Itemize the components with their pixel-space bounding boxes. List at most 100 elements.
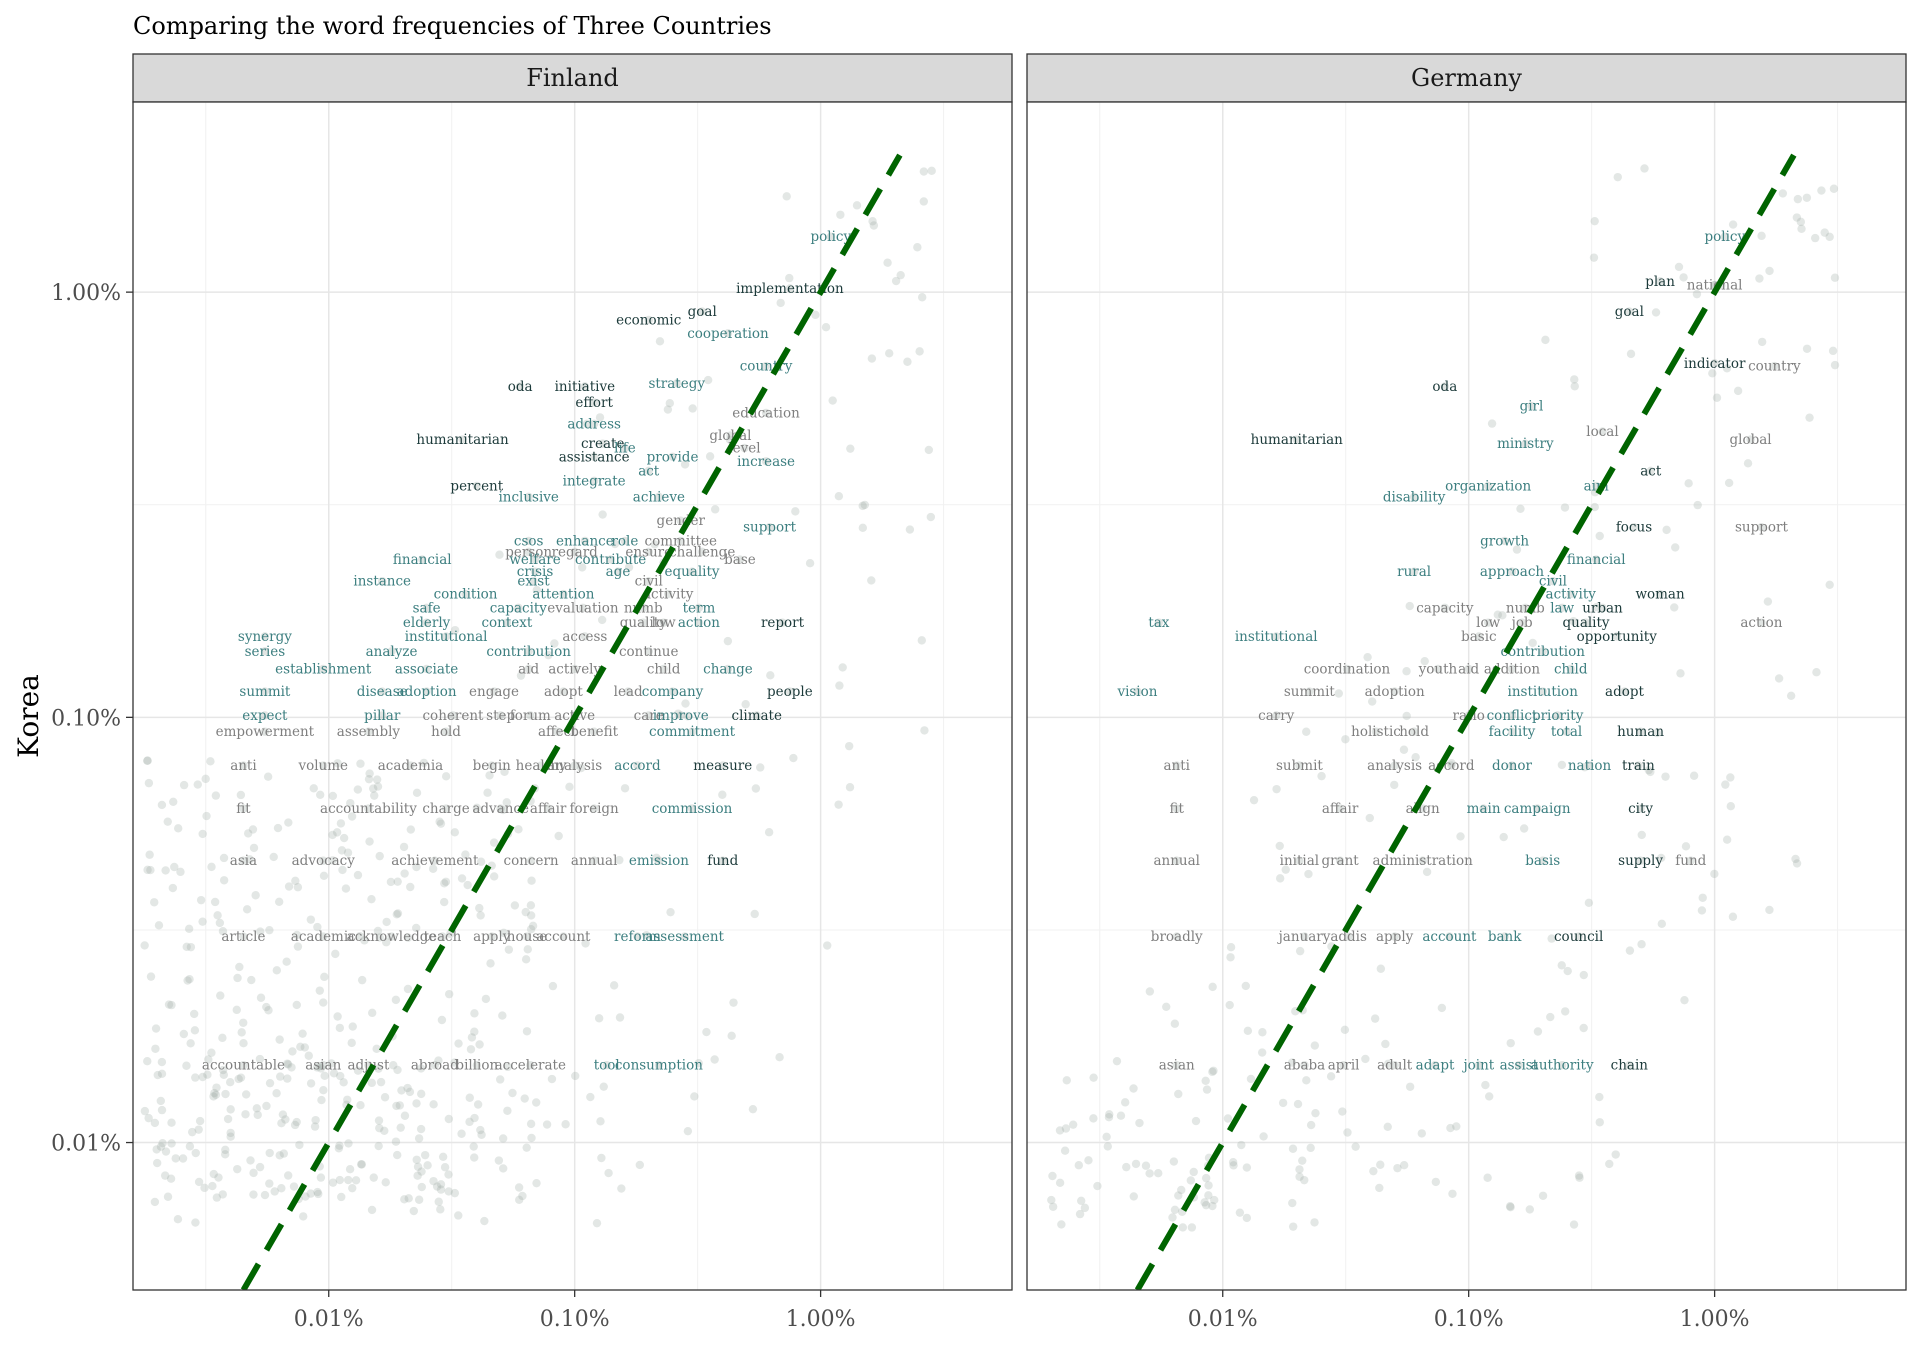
word-point xyxy=(515,382,525,391)
scatter-point xyxy=(208,1181,217,1191)
scatter-point xyxy=(219,1070,229,1080)
word-label: academic xyxy=(291,929,356,945)
scatter-point xyxy=(262,1101,271,1111)
word-point xyxy=(387,647,396,656)
word-point xyxy=(761,457,771,466)
word-point xyxy=(668,452,677,461)
scatter-point xyxy=(179,780,189,790)
word-label: tax xyxy=(1148,615,1169,631)
scatter-point xyxy=(852,201,862,210)
scatter-point xyxy=(1102,1132,1111,1141)
word-point xyxy=(580,632,590,641)
scatter-point xyxy=(498,1134,508,1143)
word-label: evaluation xyxy=(547,600,619,616)
scatter-point xyxy=(1242,1213,1252,1223)
word-label: healthy xyxy=(516,758,567,774)
word-label: act xyxy=(1640,463,1662,479)
scatter-point xyxy=(905,525,915,534)
scatter-point xyxy=(926,512,936,522)
word-label: account xyxy=(536,929,591,945)
scatter-point xyxy=(171,1154,180,1163)
scatter-point xyxy=(1684,479,1693,488)
word-point xyxy=(1566,664,1575,674)
scatter-point xyxy=(339,833,349,843)
word-label: adapt xyxy=(1416,1058,1455,1074)
scatter-point xyxy=(514,1183,524,1192)
scatter-point xyxy=(1721,780,1730,789)
scatter-point xyxy=(185,1142,195,1151)
scatter-point xyxy=(503,1106,512,1115)
scatter-point xyxy=(440,897,449,907)
scatter-point xyxy=(210,897,220,907)
word-label: summit xyxy=(1284,684,1336,700)
word-point xyxy=(364,804,373,813)
scatter-point xyxy=(1757,337,1767,347)
scatter-point xyxy=(1563,966,1572,976)
word-label: achievement xyxy=(391,853,479,869)
scatter-point xyxy=(389,1061,398,1070)
scatter-point xyxy=(167,1000,176,1010)
scatter-point xyxy=(690,1092,699,1101)
word-label: goal xyxy=(688,304,717,320)
word-label: local xyxy=(1586,424,1618,440)
scatter-point xyxy=(367,894,376,904)
scatter-point xyxy=(1376,1160,1385,1169)
scatter-point xyxy=(869,221,879,230)
scatter-point xyxy=(206,757,215,766)
scatter-point xyxy=(241,1090,251,1099)
word-point xyxy=(1557,603,1567,612)
scatter-point xyxy=(526,1119,536,1129)
word-label: train xyxy=(1622,758,1655,774)
scatter-point xyxy=(586,1092,595,1102)
word-point xyxy=(1447,761,1456,770)
word-label: commitment xyxy=(649,724,736,740)
scatter-point xyxy=(1080,1203,1090,1213)
scatter-point xyxy=(1506,1038,1515,1048)
scatter-point xyxy=(1590,216,1599,226)
scatter-point xyxy=(526,901,536,910)
word-label: supply xyxy=(1618,853,1663,869)
scatter-point xyxy=(1311,1108,1320,1118)
scatter-point xyxy=(391,1137,401,1146)
word-label: article xyxy=(221,929,265,945)
scatter-point xyxy=(221,1089,230,1099)
word-point xyxy=(319,664,328,674)
scatter-point xyxy=(436,819,446,828)
word-point xyxy=(1646,466,1655,476)
grid-lines xyxy=(1027,102,1906,1290)
scatter-point xyxy=(495,1075,505,1084)
scatter-point xyxy=(1652,728,1662,738)
scatter-point xyxy=(1661,772,1670,781)
scatter-point xyxy=(215,918,225,928)
word-point xyxy=(1409,567,1419,576)
word-label: institutional xyxy=(1235,629,1318,645)
word-label: accountability xyxy=(320,801,417,817)
word-label: emission xyxy=(629,853,689,869)
word-point xyxy=(1418,804,1427,813)
word-point xyxy=(239,932,248,941)
scatter-point xyxy=(440,1163,450,1172)
scatter-point xyxy=(380,1093,390,1102)
word-label: civil xyxy=(1539,574,1567,590)
scatter-point xyxy=(1693,500,1702,510)
scatter-point xyxy=(1525,1205,1534,1214)
word-point xyxy=(644,315,653,325)
word-point xyxy=(526,856,536,865)
word-point xyxy=(1521,439,1530,448)
scatter-point xyxy=(1538,1191,1548,1200)
scatter-point xyxy=(185,974,194,984)
word-point xyxy=(461,589,470,599)
scatter-point xyxy=(489,838,499,847)
scatter-point xyxy=(331,949,340,959)
scatter-point xyxy=(604,1168,613,1178)
scatter-point xyxy=(444,1114,454,1124)
scatter-point xyxy=(347,1038,356,1048)
scatter-point xyxy=(1288,1198,1297,1208)
scatter-point xyxy=(500,767,509,776)
scatter-point xyxy=(277,1184,286,1193)
scatter-point xyxy=(310,1122,320,1131)
scatter-point xyxy=(1170,1205,1180,1215)
scatter-point xyxy=(218,926,228,936)
scatter-point xyxy=(1186,1176,1196,1185)
word-label: house xyxy=(507,929,547,945)
